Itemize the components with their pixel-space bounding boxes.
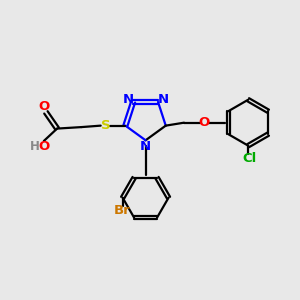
Text: Cl: Cl bbox=[242, 152, 257, 165]
Text: S: S bbox=[100, 119, 110, 132]
Text: N: N bbox=[140, 140, 151, 153]
Text: N: N bbox=[158, 93, 169, 106]
Text: O: O bbox=[38, 140, 50, 153]
Text: O: O bbox=[39, 100, 50, 113]
Text: O: O bbox=[198, 116, 210, 129]
Text: N: N bbox=[122, 93, 134, 106]
Text: H: H bbox=[29, 140, 39, 153]
Text: Br: Br bbox=[114, 205, 131, 218]
